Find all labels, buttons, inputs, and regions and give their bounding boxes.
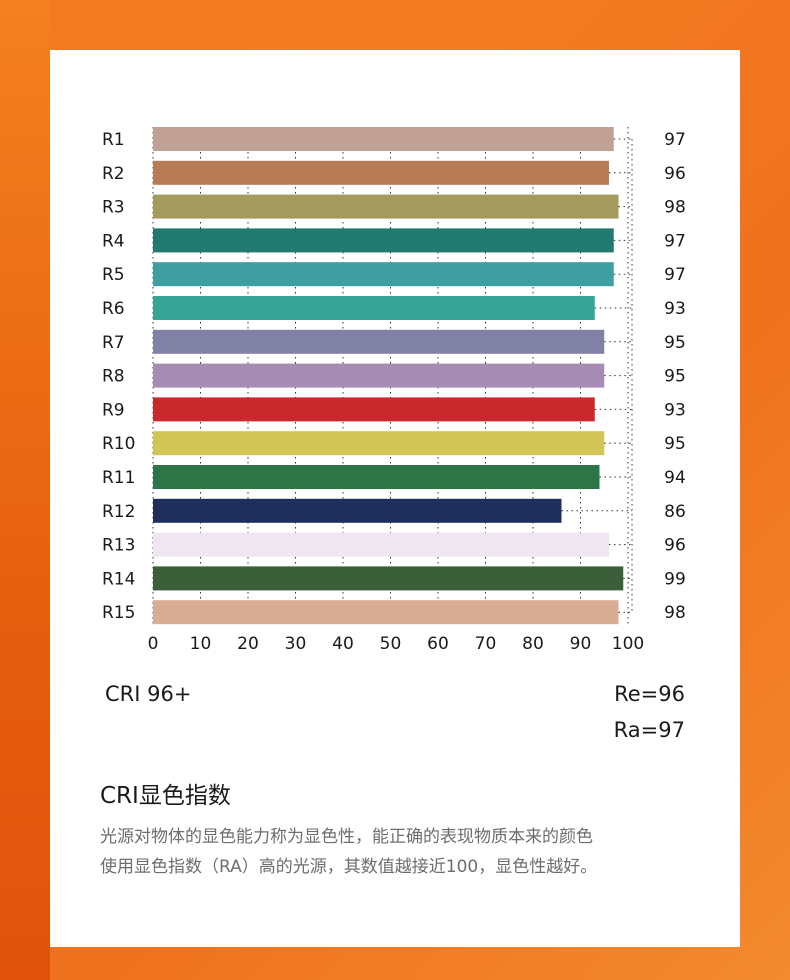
bar-r4 (153, 228, 614, 253)
bar-r13 (153, 532, 609, 557)
bar-r15 (153, 600, 619, 625)
x-tick-label: 0 (148, 634, 159, 654)
category-label: R14 (102, 569, 135, 589)
category-label: R2 (102, 164, 125, 184)
bar-r8 (153, 363, 605, 388)
section-title: CRI显色指数 (100, 783, 231, 809)
category-label: R13 (102, 536, 135, 556)
bar-r9 (153, 397, 595, 422)
category-label: R1 (102, 130, 125, 150)
data-label: 94 (664, 468, 686, 488)
bar-r10 (153, 431, 605, 456)
bar-r5 (153, 262, 614, 287)
data-label: 96 (664, 536, 686, 556)
category-label: R6 (102, 299, 125, 319)
bar-r6 (153, 296, 595, 320)
data-label: 98 (664, 198, 686, 218)
x-tick-label: 30 (285, 634, 307, 654)
category-label: R3 (102, 198, 125, 218)
category-label: R5 (102, 265, 125, 285)
bar-r3 (153, 194, 619, 219)
data-label: 95 (664, 333, 686, 353)
bar-r11 (153, 465, 600, 489)
data-label: 97 (664, 130, 686, 150)
re-value: Re=96 (614, 682, 685, 706)
x-tick-label: 10 (190, 634, 212, 654)
category-label: R10 (102, 434, 135, 454)
cri-label: CRI 96+ (105, 682, 192, 706)
section-description: 光源对物体的显色能力称为显色性，能正确的表现物质本来的颜色 使用显色指数（RA）… (100, 822, 700, 882)
category-label: R12 (102, 502, 135, 522)
x-tick-label: 80 (522, 634, 544, 654)
description-line-2: 使用显色指数（RA）高的光源，其数值越接近100，显色性越好。 (100, 857, 598, 877)
data-label: 93 (664, 299, 686, 319)
cri-bar-chart: R1 97 R2 96 R3 98 R4 97 R5 97 R6 93 R7 95 R8 95 R9 93 R10 9… (102, 127, 686, 654)
bar-r2 (153, 160, 609, 185)
background-left-strip (0, 0, 50, 980)
x-tick-label: 70 (475, 634, 497, 654)
x-tick-label: 40 (332, 634, 354, 654)
data-label: 96 (664, 164, 686, 184)
x-tick-label: 50 (380, 634, 402, 654)
data-label: 95 (664, 434, 686, 454)
category-label: R7 (102, 333, 125, 353)
x-tick-label: 90 (570, 634, 592, 654)
category-label: R11 (102, 468, 135, 488)
content-card: R1 97 R2 96 R3 98 R4 97 R5 97 R6 93 R7 95 R8 95 R9 93 R10 9… (50, 50, 740, 947)
category-label: R4 (102, 231, 125, 251)
ra-value: Ra=97 (613, 718, 685, 742)
bar-r1 (153, 127, 614, 151)
data-label: 99 (664, 569, 686, 589)
data-label: 97 (664, 265, 686, 285)
bar-r7 (153, 329, 605, 354)
bar-r12 (153, 498, 562, 523)
description-line-1: 光源对物体的显色能力称为显色性，能正确的表现物质本来的颜色 (100, 827, 593, 847)
data-label: 86 (664, 502, 686, 522)
data-label: 97 (664, 231, 686, 251)
category-label: R9 (102, 400, 125, 420)
x-tick-label: 60 (427, 634, 449, 654)
data-label: 95 (664, 367, 686, 387)
category-label: R8 (102, 367, 125, 387)
category-label: R15 (102, 603, 135, 623)
data-label: 93 (664, 400, 686, 420)
data-label: 98 (664, 603, 686, 623)
bar-r14 (153, 566, 624, 591)
x-tick-label: 20 (237, 634, 259, 654)
x-tick-label: 100 (612, 634, 644, 654)
